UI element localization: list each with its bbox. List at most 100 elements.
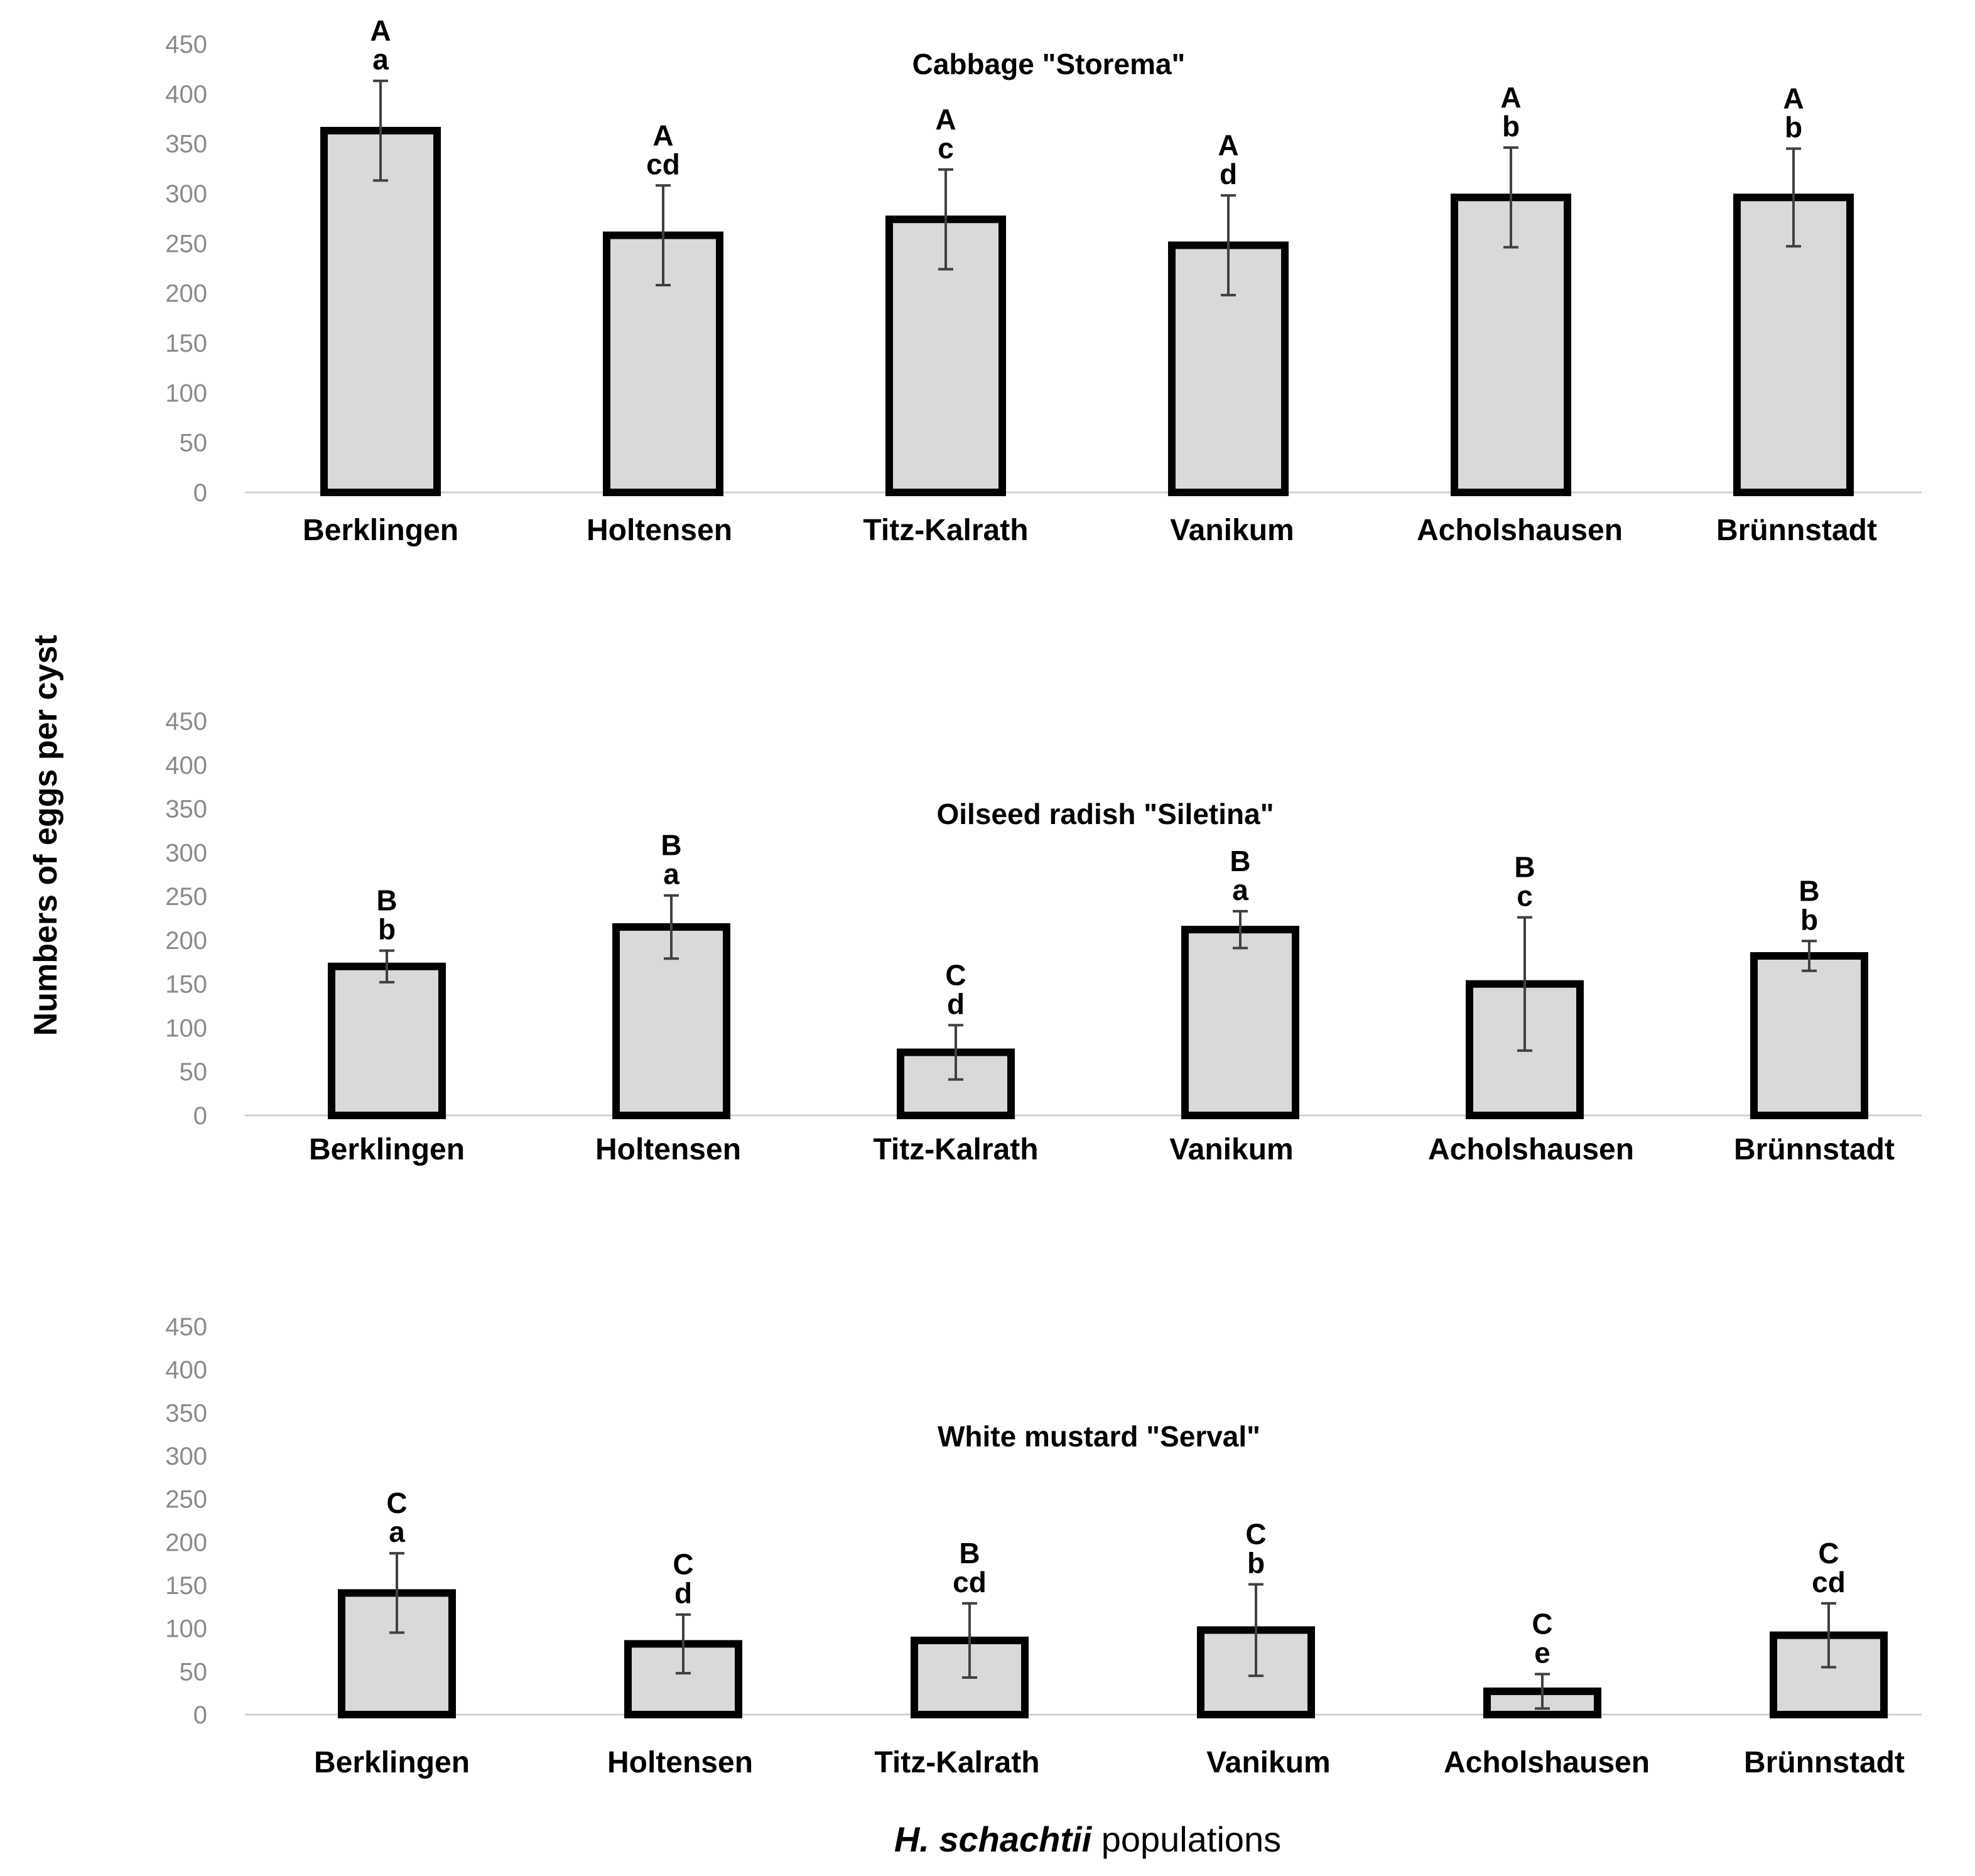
error-bar-br-nnstadt	[1802, 940, 1817, 972]
sig-letter-upper: A	[1783, 82, 1804, 115]
y-axis-label: Numbers of eggs per cyst	[28, 635, 64, 1036]
sig-letter-lower: e	[1534, 1636, 1550, 1669]
x-tick-label-br-nnstadt: Brünnstadt	[1716, 514, 1877, 547]
panels: 0 50 100 150 200 250 300 350 400 450 Cabbage "Stor…	[165, 14, 1922, 1779]
y-tick-label: 400	[165, 1357, 207, 1384]
sig-letter-lower: cd	[646, 148, 680, 180]
y-tick-label: 300	[165, 839, 207, 867]
y-tick-label: 350	[165, 131, 207, 158]
y-tick-label: 350	[165, 1399, 207, 1427]
error-bar-br-nnstadt	[1786, 147, 1801, 248]
sig-letter-lower: cd	[953, 1566, 987, 1598]
y-tick-label: 250	[165, 883, 207, 911]
sig-letter-upper: A	[935, 103, 956, 136]
error-bar-berklingen	[389, 1552, 404, 1634]
y-tick-label: 450	[165, 708, 207, 735]
sig-letter-lower: b	[1502, 110, 1520, 143]
sig-letter-lower: d	[1220, 158, 1237, 190]
x-tick-label-vanikum: Vanikum	[1206, 1746, 1330, 1779]
x-tick-label-berklingen: Berklingen	[314, 1746, 470, 1779]
sig-letter-upper: B	[959, 1537, 980, 1570]
sig-letter-lower: a	[663, 858, 679, 891]
x-tick-label-titz-kalrath: Titz-Kalrath	[863, 514, 1028, 547]
error-bar-acholshausen	[1517, 916, 1532, 1052]
sig-letter-lower: c	[1517, 880, 1533, 913]
sig-letter-upper: C	[673, 1548, 693, 1581]
y-tick-label: 100	[165, 1615, 207, 1643]
x-tick-label-holtensen: Holtensen	[595, 1133, 741, 1166]
x-tick-label-titz-kalrath: Titz-Kalrath	[873, 1133, 1038, 1166]
x-tick-label-vanikum: Vanikum	[1169, 1133, 1293, 1166]
bar-br-nnstadt	[1750, 952, 1868, 1120]
sig-letter-lower: a	[389, 1515, 405, 1548]
error-bar-berklingen	[379, 949, 394, 984]
error-bar-vanikum	[1233, 909, 1248, 950]
error-bar-acholshausen	[1503, 146, 1518, 249]
error-bar-vanikum	[1248, 1583, 1263, 1678]
bar-berklingen	[328, 962, 446, 1120]
x-tick-label-holtensen: Holtensen	[587, 514, 732, 547]
x-tick-label-acholshausen: Acholshausen	[1444, 1746, 1650, 1779]
x-tick-label-holtensen: Holtensen	[607, 1746, 753, 1779]
bar-vanikum	[1181, 926, 1299, 1119]
sig-letter-lower: d	[947, 987, 965, 1020]
error-bar-titz-kalrath	[938, 168, 953, 271]
sig-letter-lower: a	[1232, 874, 1248, 906]
y-tick-label: 150	[165, 330, 207, 357]
sig-letter-upper: B	[376, 884, 397, 917]
error-bar-acholshausen	[1535, 1673, 1550, 1710]
y-tick-label: 250	[165, 1486, 207, 1514]
chart-title: Oilseed radish "Siletina"	[936, 798, 1274, 830]
bar-berklingen	[320, 127, 441, 497]
chart-panel-3: 0 50 100 150 200 250 300 350 400 450 White mustard…	[165, 1313, 1922, 1779]
error-bar-titz-kalrath	[948, 1024, 963, 1081]
sig-letter-upper: C	[1818, 1537, 1839, 1570]
sig-letter-upper: A	[370, 14, 391, 47]
x-tick-label-br-nnstadt: Brünnstadt	[1734, 1133, 1895, 1166]
error-bar-vanikum	[1221, 194, 1236, 296]
x-tick-label-br-nnstadt: Brünnstadt	[1744, 1746, 1905, 1779]
y-tick-label: 100	[165, 1014, 207, 1042]
x-axis-label: H. schachtii populations	[894, 1819, 1281, 1859]
sig-letter-lower: b	[1785, 111, 1802, 144]
y-tick-label: 150	[165, 971, 207, 999]
chart-panel-2: 0 50 100 150 200 250 300 350 400 450 Oilseed radis…	[165, 708, 1922, 1166]
y-tick-label: 200	[165, 280, 207, 308]
sig-letter-upper: B	[661, 829, 681, 862]
x-tick-label-acholshausen: Acholshausen	[1417, 514, 1623, 547]
error-bar-holtensen	[656, 184, 671, 286]
sig-letter-upper: A	[1500, 81, 1521, 114]
bar-br-nnstadt	[1770, 1631, 1888, 1718]
x-axis-label-species: H. schachtii	[894, 1819, 1093, 1859]
sig-letter-upper: C	[386, 1487, 407, 1519]
y-tick-label: 300	[165, 1443, 207, 1470]
sig-letter-upper: B	[1799, 874, 1819, 907]
bar-vanikum	[1168, 241, 1289, 496]
x-tick-label-acholshausen: Acholshausen	[1428, 1133, 1634, 1166]
y-tick-label: 300	[165, 180, 207, 208]
sig-letter-upper: B	[1230, 845, 1250, 877]
error-bar-holtensen	[676, 1613, 691, 1675]
sig-letter-lower: a	[372, 43, 389, 76]
y-tick-label: 0	[193, 1102, 207, 1130]
y-tick-label: 400	[165, 752, 207, 779]
chart-panel-1: 0 50 100 150 200 250 300 350 400 450 Cabbage "Stor…	[165, 14, 1922, 547]
y-tick-label: 450	[165, 31, 207, 58]
y-tick-label: 350	[165, 796, 207, 823]
y-tick-label: 450	[165, 1313, 207, 1341]
chart-title: White mustard "Serval"	[938, 1420, 1260, 1453]
error-bar-titz-kalrath	[962, 1602, 977, 1679]
bar-titz-kalrath	[897, 1048, 1015, 1120]
y-tick-label: 50	[180, 1658, 208, 1686]
x-tick-label-vanikum: Vanikum	[1170, 514, 1294, 547]
y-tick-label: 50	[180, 430, 208, 457]
sig-letter-lower: b	[1800, 903, 1818, 936]
y-tick-label: 50	[180, 1058, 208, 1086]
chart-title: Cabbage "Storema"	[912, 48, 1186, 80]
sig-letter-upper: A	[1218, 129, 1238, 161]
y-tick-label: 150	[165, 1572, 207, 1600]
x-tick-label-titz-kalrath: Titz-Kalrath	[874, 1746, 1039, 1779]
y-tick-label: 0	[193, 479, 207, 507]
sig-letter-lower: d	[674, 1577, 692, 1610]
